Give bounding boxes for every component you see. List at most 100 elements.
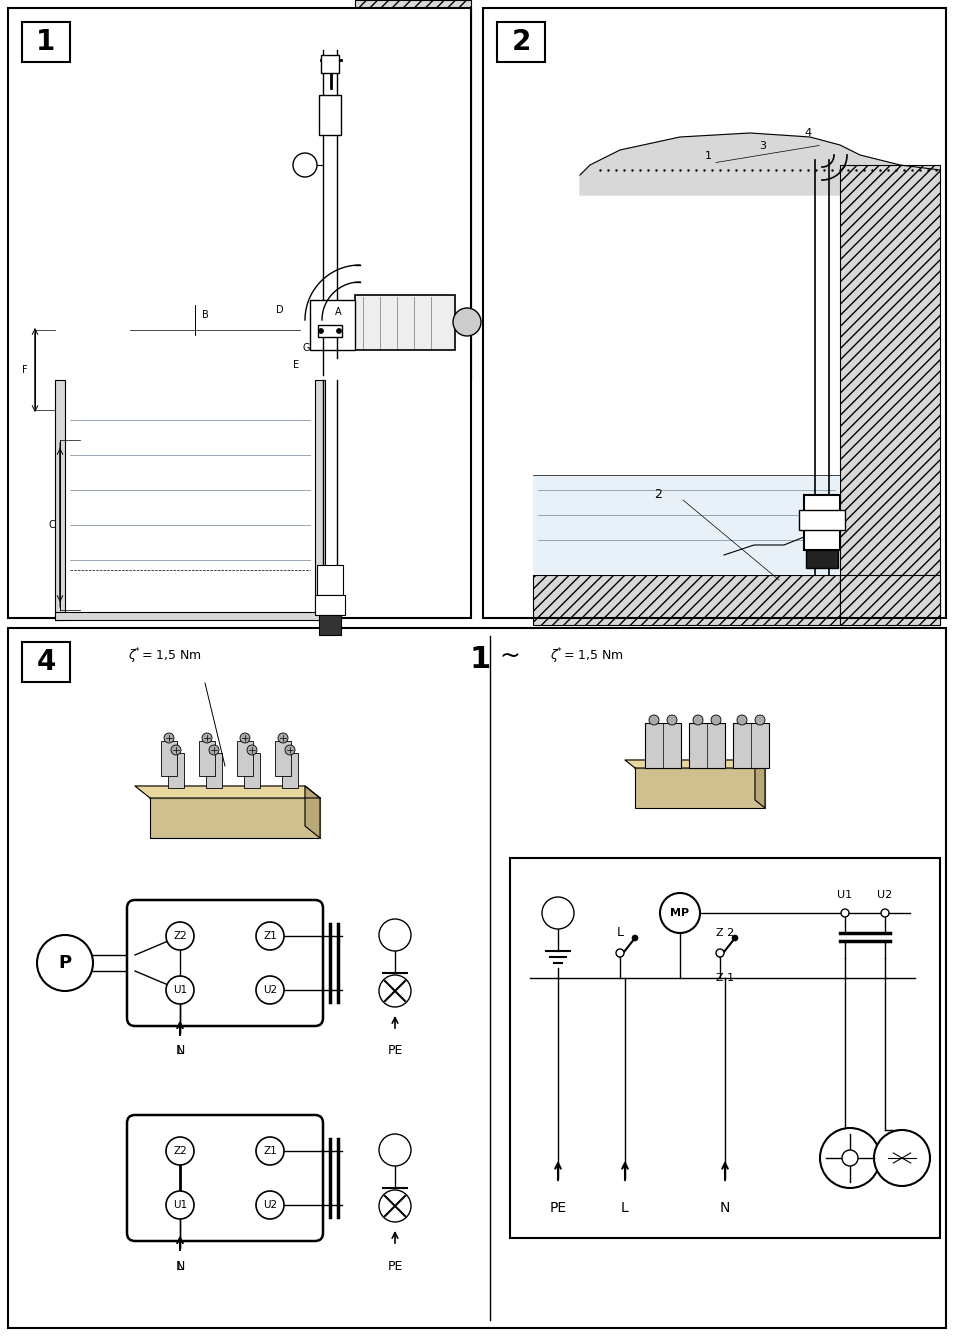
Text: Z2: Z2: [172, 1146, 187, 1156]
Circle shape: [285, 745, 294, 755]
Circle shape: [240, 733, 250, 743]
Bar: [168, 754, 184, 788]
Circle shape: [692, 715, 702, 725]
Text: Z2: Z2: [172, 931, 187, 941]
Circle shape: [255, 977, 284, 1003]
Text: U1: U1: [172, 985, 187, 995]
Bar: [482, 8, 945, 619]
Text: L: L: [616, 926, 623, 939]
Circle shape: [202, 733, 212, 743]
Text: E: E: [293, 359, 298, 370]
Circle shape: [648, 715, 659, 725]
Bar: [55, 379, 65, 620]
Circle shape: [659, 892, 700, 933]
Bar: [8, 628, 945, 1328]
Circle shape: [255, 1137, 284, 1165]
Polygon shape: [624, 760, 764, 768]
Circle shape: [209, 745, 219, 755]
Circle shape: [873, 1130, 929, 1186]
Text: Z1: Z1: [263, 1146, 276, 1156]
Circle shape: [255, 922, 284, 950]
Text: Z 2: Z 2: [715, 929, 734, 938]
Text: 4: 4: [36, 648, 55, 676]
Circle shape: [336, 329, 341, 334]
Circle shape: [164, 733, 173, 743]
Bar: [161, 741, 177, 776]
Text: PE: PE: [387, 1045, 402, 1058]
Text: A: A: [335, 307, 341, 317]
Circle shape: [453, 309, 480, 335]
Bar: [199, 741, 214, 776]
Text: 2: 2: [654, 489, 661, 501]
Text: $\zeta^{\!\!*}$= 1,5 Nm: $\zeta^{\!\!*}$= 1,5 Nm: [550, 647, 623, 665]
Bar: [732, 723, 768, 768]
Text: U2: U2: [263, 985, 276, 995]
Bar: [244, 754, 260, 788]
Bar: [206, 754, 222, 788]
Bar: [840, 166, 939, 625]
Bar: [314, 595, 345, 615]
Circle shape: [731, 935, 738, 941]
Text: $\zeta^{\!\!*}$= 1,5 Nm: $\zeta^{\!\!*}$= 1,5 Nm: [128, 647, 202, 665]
Text: ~: ~: [499, 644, 520, 668]
Text: 1: 1: [36, 28, 55, 56]
Bar: [635, 768, 764, 808]
Text: 4: 4: [803, 128, 811, 138]
Bar: [282, 754, 297, 788]
FancyBboxPatch shape: [127, 900, 323, 1026]
Bar: [688, 723, 724, 768]
Bar: [318, 95, 340, 135]
Circle shape: [171, 745, 181, 755]
Circle shape: [666, 715, 677, 725]
Bar: [65, 410, 314, 612]
Circle shape: [710, 715, 720, 725]
Bar: [274, 741, 291, 776]
Bar: [150, 798, 319, 838]
Text: Z 1: Z 1: [715, 973, 733, 983]
Circle shape: [841, 1150, 857, 1166]
Bar: [799, 510, 844, 530]
Bar: [22, 21, 70, 61]
Text: MP: MP: [670, 908, 689, 918]
Text: C: C: [49, 520, 55, 530]
Circle shape: [737, 715, 746, 725]
Text: P: P: [58, 954, 71, 973]
Text: N: N: [175, 1260, 185, 1272]
Circle shape: [166, 1137, 193, 1165]
Text: G: G: [302, 343, 310, 353]
Bar: [533, 476, 840, 574]
Text: N: N: [175, 1045, 185, 1058]
Circle shape: [841, 908, 848, 916]
Polygon shape: [305, 786, 319, 838]
Bar: [805, 550, 837, 568]
Circle shape: [378, 919, 411, 951]
Circle shape: [716, 949, 723, 957]
Bar: [510, 858, 939, 1238]
Bar: [18, 13, 355, 330]
Bar: [803, 496, 840, 550]
Bar: [355, 295, 455, 350]
Text: U1: U1: [837, 890, 852, 900]
Text: Z1: Z1: [263, 931, 276, 941]
Text: 1: 1: [703, 151, 711, 162]
Bar: [316, 565, 343, 595]
Circle shape: [166, 1190, 193, 1218]
Text: N: N: [720, 1201, 729, 1214]
Bar: [8, 8, 471, 619]
Bar: [318, 615, 340, 635]
Polygon shape: [579, 134, 939, 195]
Bar: [497, 21, 544, 61]
Circle shape: [166, 977, 193, 1003]
Circle shape: [318, 329, 323, 334]
Circle shape: [631, 935, 638, 941]
Bar: [18, 330, 355, 379]
Circle shape: [378, 1190, 411, 1222]
Text: 3: 3: [759, 142, 765, 151]
Bar: [320, 55, 338, 73]
Circle shape: [754, 715, 764, 725]
Circle shape: [880, 908, 888, 916]
Bar: [840, 574, 939, 625]
Bar: [533, 574, 840, 625]
Bar: [355, 0, 471, 379]
Text: 2: 2: [511, 28, 530, 56]
